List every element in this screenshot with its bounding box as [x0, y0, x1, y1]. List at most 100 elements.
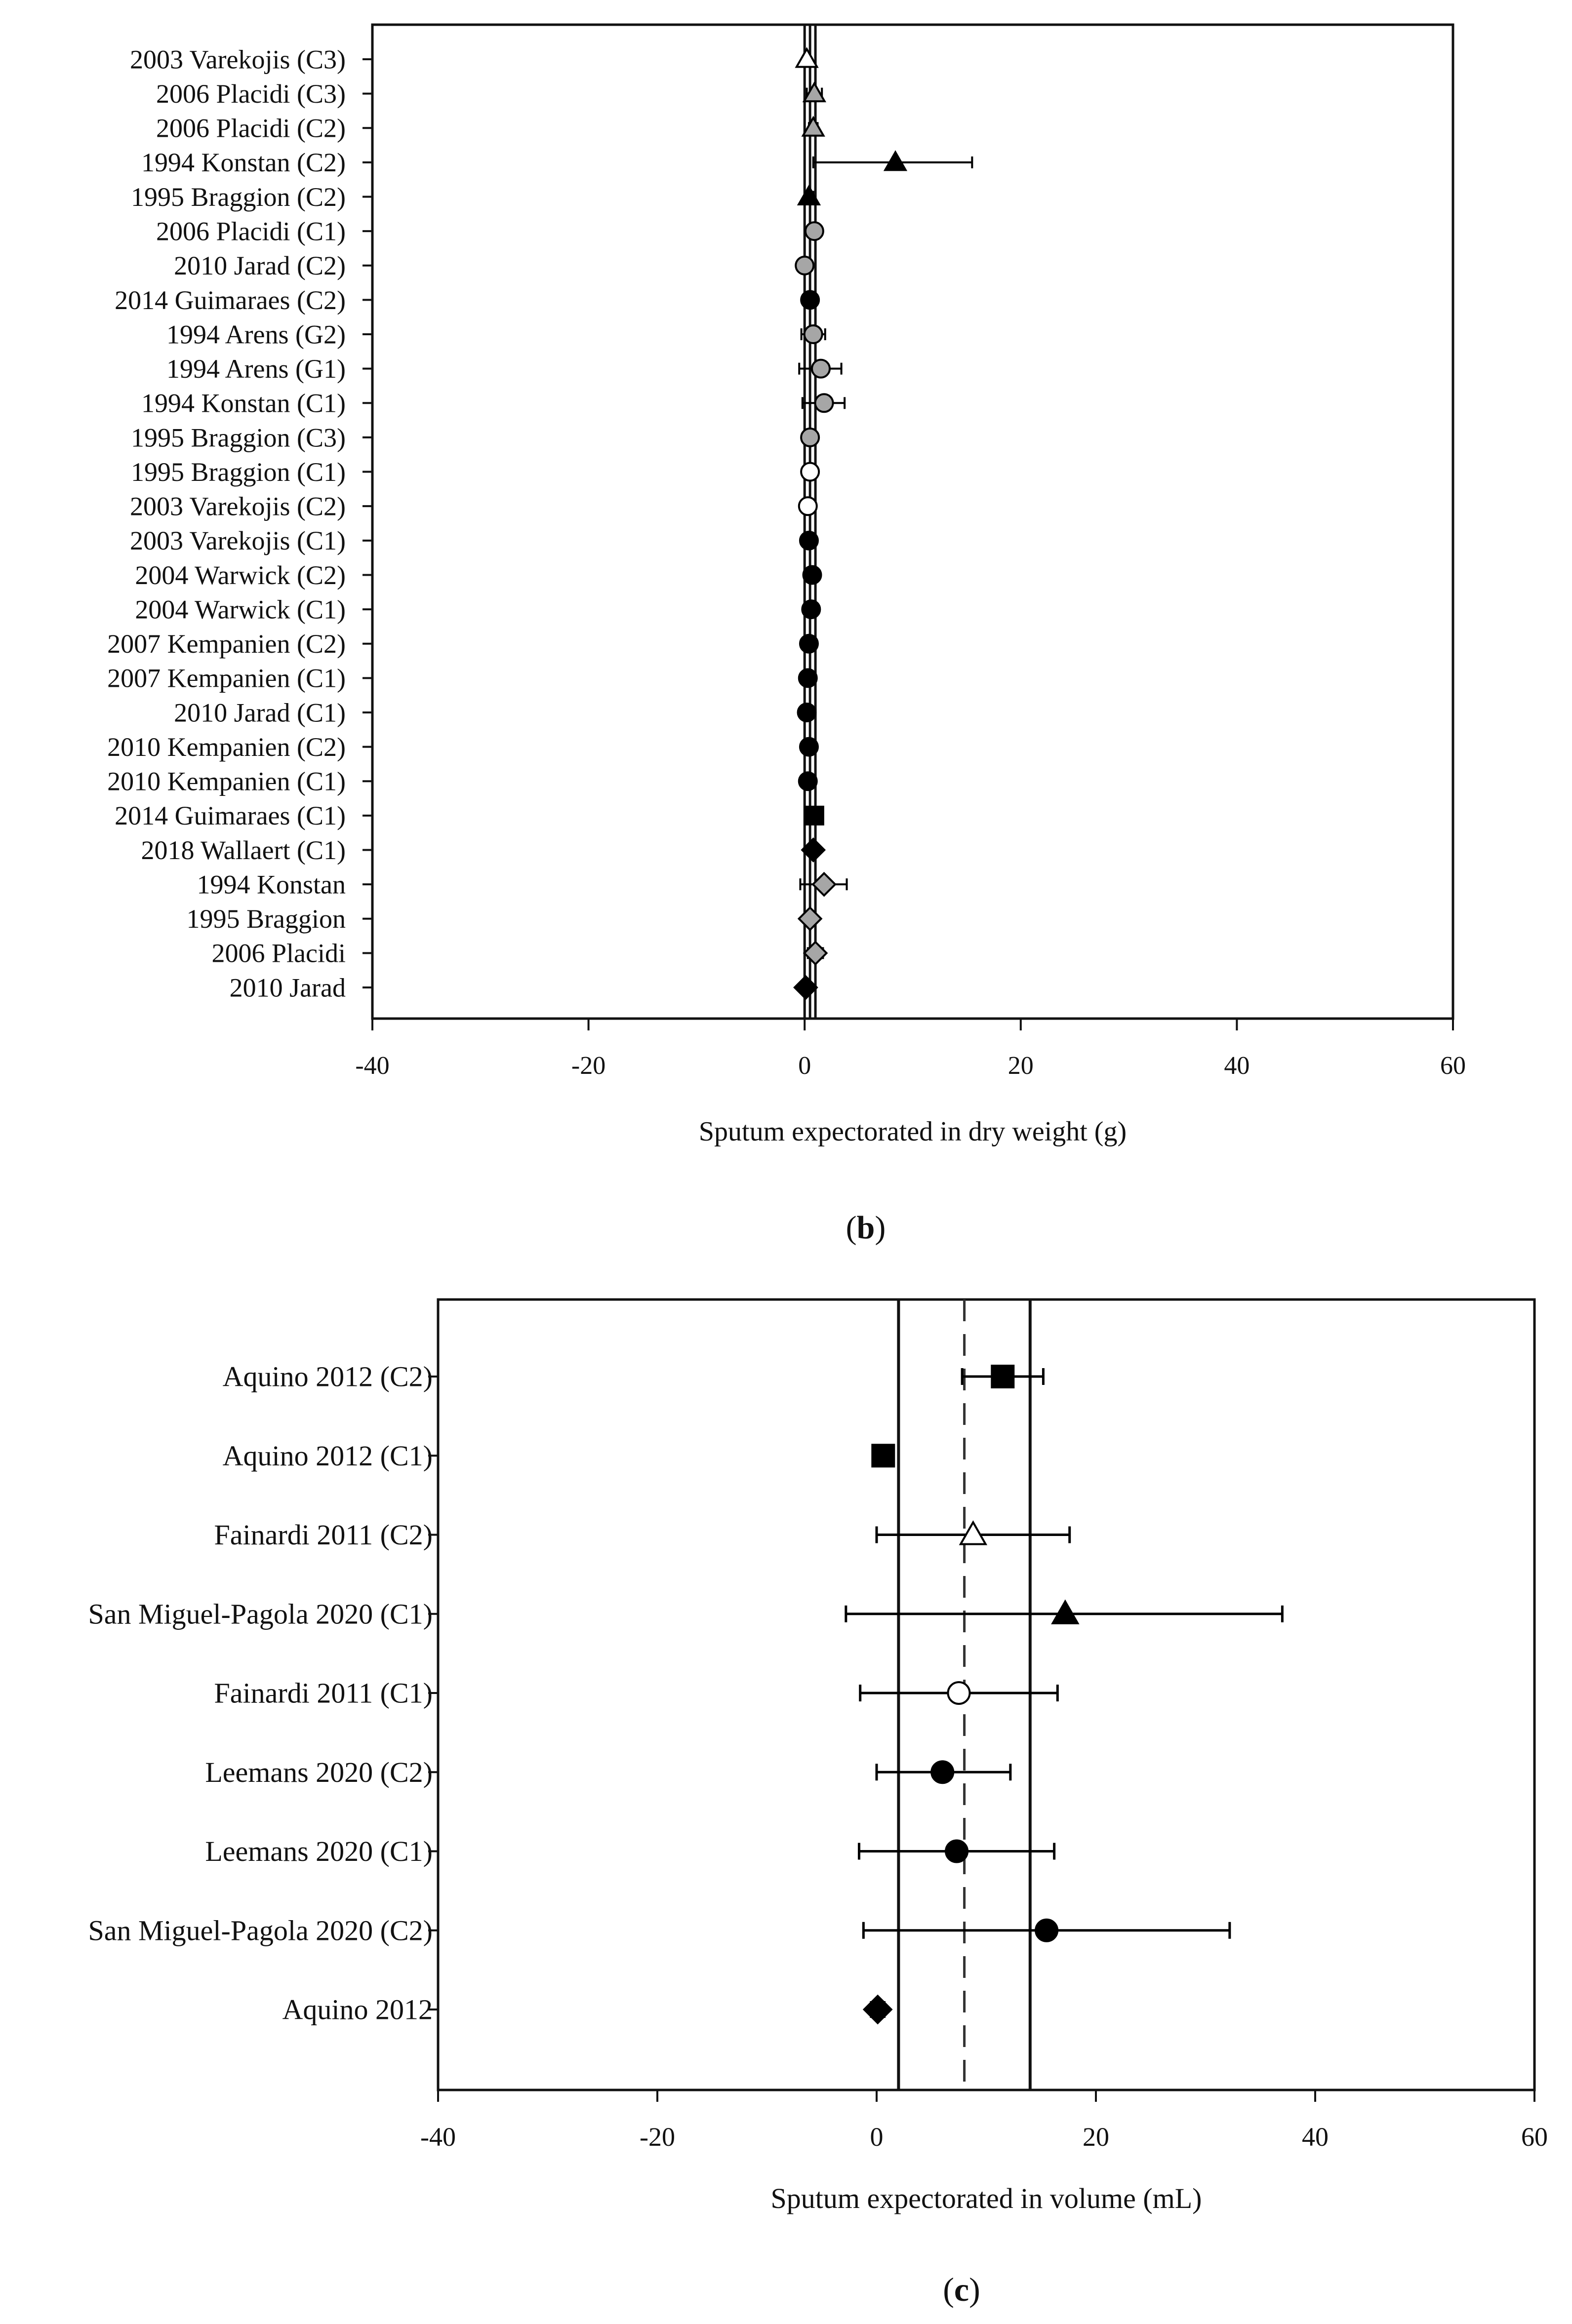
study-row: 2010 Jarad (C2)	[174, 251, 815, 280]
study-row: 1994 Konstan (C1)	[141, 389, 846, 418]
study-label: 2010 Jarad	[230, 973, 346, 1002]
effect-marker-diamond	[793, 975, 818, 1000]
study-row: 1994 Konstan (C2)	[141, 148, 973, 177]
x-tick-label: 0	[870, 2122, 884, 2152]
panel-label: (c)	[943, 2271, 980, 2308]
study-label: 2007 Kempanien (C2)	[107, 629, 346, 659]
effect-marker-diamond	[797, 906, 823, 932]
effect-marker-square	[991, 1365, 1015, 1388]
x-tick-label: 0	[798, 1052, 811, 1080]
effect-marker-diamond	[862, 1994, 893, 2025]
effect-marker-circle	[800, 290, 820, 310]
study-label: 2003 Varekojis (C1)	[130, 526, 346, 555]
effect-marker-circle	[801, 599, 821, 620]
effect-marker-triangle	[802, 81, 827, 103]
study-label: 2014 Guimaraes (C1)	[115, 801, 346, 830]
x-tick-label: 60	[1521, 2122, 1548, 2152]
effect-marker-diamond	[801, 837, 826, 863]
effect-marker-triangle	[795, 47, 819, 68]
study-row: 1995 Braggion (C2)	[131, 182, 821, 212]
study-label: 2018 Wallaert (C1)	[141, 835, 346, 865]
study-row: 2010 Jarad (C1)	[174, 698, 817, 727]
x-tick-label: -40	[355, 1052, 389, 1080]
effect-marker-square	[804, 805, 824, 826]
study-label: 1995 Braggion (C3)	[131, 423, 346, 452]
x-tick-label: -20	[571, 1052, 605, 1080]
study-row: 2004 Warwick (C1)	[135, 594, 821, 624]
effect-marker-circle	[947, 1681, 971, 1705]
study-row: 2006 Placidi (C3)	[156, 79, 827, 109]
x-tick-label: 60	[1440, 1052, 1466, 1080]
study-label: 2003 Varekojis (C2)	[130, 492, 346, 521]
effect-marker-diamond	[811, 871, 837, 897]
study-row: San Miguel-Pagola 2020 (C1)	[88, 1598, 1284, 1630]
study-row: 2006 Placidi	[212, 939, 828, 968]
study-label: 2004 Warwick (C1)	[135, 594, 346, 624]
study-label: 2010 Kempanien (C2)	[107, 732, 346, 762]
study-row: 1995 Braggion (C1)	[131, 457, 820, 487]
study-row: 2004 Warwick (C2)	[135, 560, 822, 590]
study-label: 1994 Konstan (C1)	[141, 389, 346, 418]
study-label: Fainardi 2011 (C2)	[214, 1519, 433, 1551]
x-tick-label: -40	[420, 2122, 456, 2152]
study-row: Leemans 2020 (C2)	[205, 1756, 1012, 1788]
study-row: Aquino 2012	[282, 1994, 893, 2026]
effect-marker-circle	[945, 1839, 969, 1863]
effect-marker-circle	[930, 1760, 955, 1784]
study-label: 2010 Jarad (C2)	[174, 251, 346, 280]
effect-marker-circle	[799, 633, 819, 654]
study-row: Fainardi 2011 (C1)	[214, 1677, 1059, 1709]
effect-marker-circle	[795, 255, 815, 276]
study-label: Aquino 2012 (C1)	[223, 1440, 433, 1472]
study-label: 2010 Jarad (C1)	[174, 698, 346, 727]
study-label: 2010 Kempanien (C1)	[107, 767, 346, 796]
study-label: 2007 Kempanien (C1)	[107, 664, 346, 693]
study-row: 2007 Kempanien (C2)	[107, 629, 819, 659]
study-row: 2018 Wallaert (C1)	[141, 835, 826, 865]
study-label: 2006 Placidi (C1)	[156, 217, 346, 246]
study-label: 1994 Konstan (C2)	[141, 148, 346, 177]
x-tick-label: 20	[1008, 1052, 1034, 1080]
forest-panel-c: -40 -20 0 20 40 60 Sputum expectorated in volu…	[88, 1298, 1548, 2308]
effect-marker-circle	[800, 427, 820, 447]
study-label: San Miguel-Pagola 2020 (C2)	[88, 1914, 433, 1946]
study-label: 2003 Varekojis (C3)	[130, 44, 346, 74]
x-tick-label: 40	[1302, 2122, 1329, 2152]
effect-marker-circle	[797, 702, 817, 722]
study-label: Leemans 2020 (C2)	[205, 1756, 433, 1788]
effect-marker-circle	[798, 668, 818, 688]
study-label: 1995 Braggion (C1)	[131, 457, 346, 487]
study-row: 1995 Braggion (C3)	[131, 423, 820, 452]
x-tick-label: 40	[1224, 1052, 1250, 1080]
study-label: 2006 Placidi (C2)	[156, 114, 346, 143]
study-row: Leemans 2020 (C1)	[205, 1835, 1056, 1867]
study-row: 2014 Guimaraes (C2)	[115, 285, 820, 315]
effect-marker-circle	[804, 221, 824, 241]
study-label: Aquino 2012	[282, 1994, 433, 2026]
study-label: 2006 Placidi (C3)	[156, 79, 346, 109]
study-label: Aquino 2012 (C2)	[223, 1361, 433, 1393]
study-row: Aquino 2012 (C2)	[223, 1361, 1045, 1393]
study-label: 1994 Arens (G1)	[166, 354, 346, 384]
effect-marker-square	[871, 1444, 895, 1468]
effect-marker-circle	[803, 324, 823, 345]
study-label: 2004 Warwick (C2)	[135, 560, 346, 590]
forest-panel-b: -40 -20 0 20 40 60 Sputum expectorated in dry …	[107, 23, 1466, 1246]
effect-marker-triangle	[797, 184, 821, 206]
effect-marker-circle	[800, 462, 820, 482]
x-axis-label: Sputum expectorated in dry weight (g)	[699, 1116, 1127, 1147]
study-row: San Miguel-Pagola 2020 (C2)	[88, 1914, 1231, 1946]
study-label: San Miguel-Pagola 2020 (C1)	[88, 1598, 433, 1630]
plot-frame	[371, 23, 1454, 1020]
study-row: 2007 Kempanien (C1)	[107, 664, 818, 693]
study-row: 2003 Varekojis (C2)	[130, 492, 818, 521]
study-row: 2006 Placidi (C2)	[156, 114, 825, 143]
study-row: Aquino 2012 (C1)	[223, 1440, 895, 1472]
x-tick-label: 20	[1083, 2122, 1109, 2152]
study-row: 2003 Varekojis (C3)	[130, 44, 819, 74]
x-tick-label: -20	[640, 2122, 675, 2152]
study-label: 1995 Braggion	[187, 904, 346, 934]
x-axis-label: Sputum expectorated in volume (mL)	[770, 2182, 1202, 2214]
study-row: 1995 Braggion	[187, 904, 823, 934]
